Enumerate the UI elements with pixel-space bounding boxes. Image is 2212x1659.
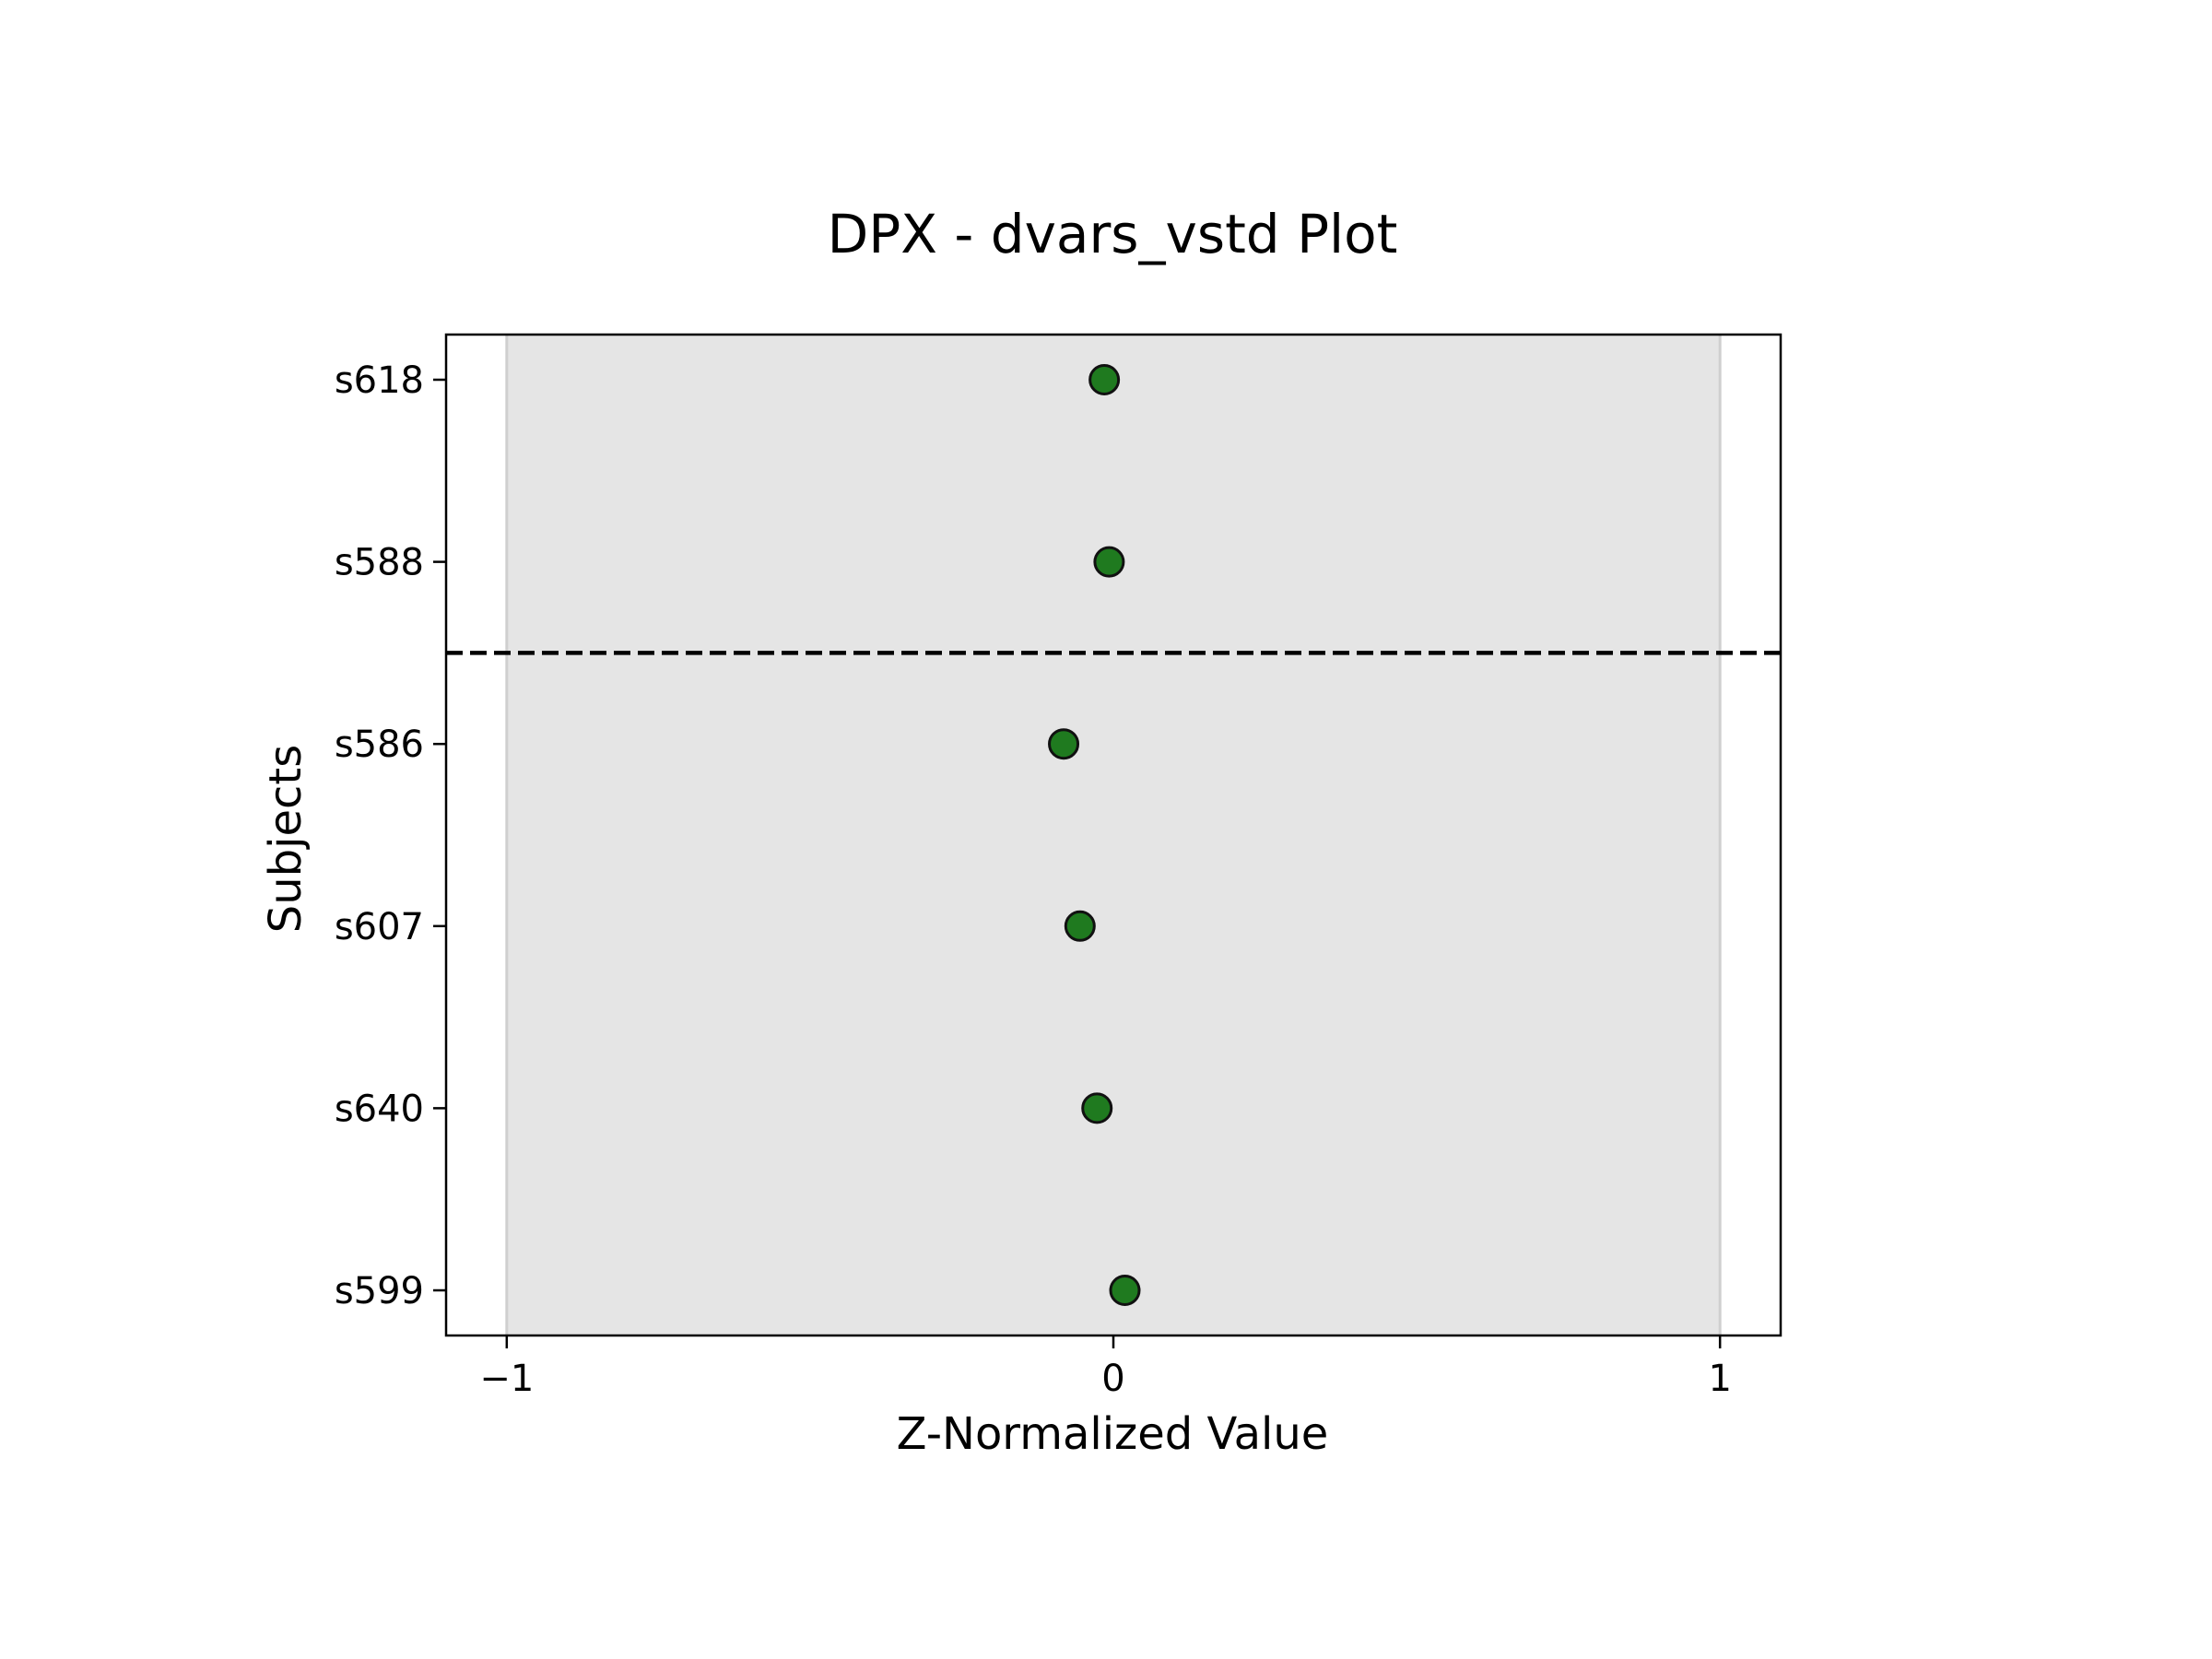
y-tick-label: s618 <box>335 359 424 402</box>
chart-title: DPX - dvars_vstd Plot <box>828 203 1398 265</box>
data-point <box>1048 728 1080 760</box>
data-point <box>1088 364 1121 395</box>
plot-area: −1 0 1 s618 s588 s586 s607 s640 s599 <box>335 333 1783 1400</box>
data-point <box>1081 1092 1113 1124</box>
x-tick-label: 0 <box>1101 1358 1124 1400</box>
data-point <box>1109 1275 1141 1306</box>
x-tick-label: −1 <box>479 1358 534 1400</box>
x-tick-label: 1 <box>1708 1358 1731 1400</box>
y-tick-label: s586 <box>335 724 424 766</box>
data-point <box>1064 910 1096 942</box>
shaded-band <box>506 335 1721 1335</box>
y-axis-label: Subjects <box>260 745 312 933</box>
y-tick-label: s588 <box>335 542 424 584</box>
data-point <box>1093 546 1125 578</box>
y-tick-label: s599 <box>335 1270 424 1312</box>
y-tick-label: s607 <box>335 906 424 948</box>
x-axis-label: Z-Normalized Value <box>897 1408 1329 1460</box>
y-tick-label: s640 <box>335 1088 424 1130</box>
